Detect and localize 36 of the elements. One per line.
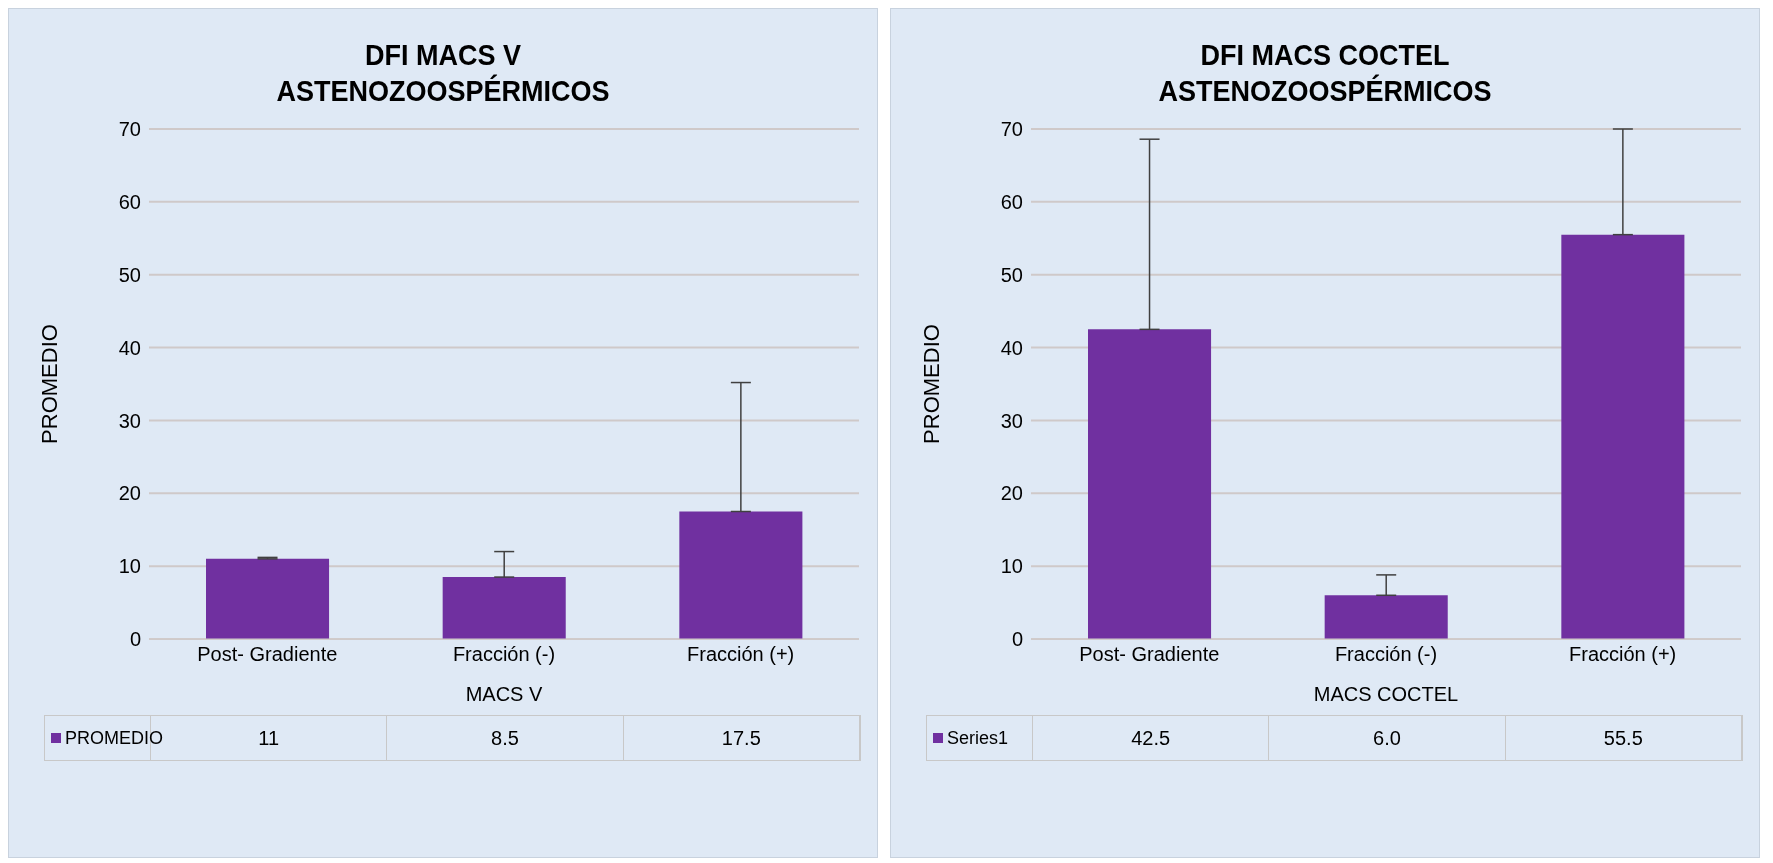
x-axis-title: MACS COCTEL: [1313, 683, 1459, 705]
y-tick-label: 10: [118, 555, 141, 578]
data-label: 42.5: [1033, 716, 1270, 760]
y-tick-label: 0: [129, 628, 141, 651]
legend-label: PROMEDIO: [65, 727, 164, 749]
x-tick-label: Fracción (-): [1334, 643, 1438, 666]
data-label: 11: [258, 727, 280, 749]
data-label: 8.5: [387, 716, 624, 760]
y-axis-title: PROMEDIO: [36, 324, 62, 444]
x-tick-label: Fracción (+): [687, 643, 795, 666]
x-tick-label: Fracción (-): [452, 643, 556, 666]
data-label: 17.5: [623, 716, 860, 760]
y-tick-label: 40: [118, 336, 141, 359]
chart-title: DFI MACS COCTEL ASTENOZOOSPÉRMICOS: [1157, 37, 1493, 109]
y-tick-label: 30: [118, 409, 141, 432]
y-tick-label: 10: [1000, 555, 1023, 578]
data-label: 6.0: [1269, 716, 1506, 760]
x-tick-label: Post- Gradiente: [1079, 643, 1220, 666]
x-tick-label: Fracción (+): [1569, 643, 1677, 666]
y-axis-title: PROMEDIO: [918, 324, 944, 444]
y-tick-label: 70: [118, 118, 141, 141]
y-tick-label: 60: [118, 190, 141, 213]
y-tick-label: 50: [118, 263, 141, 286]
legend-label: Series1: [947, 727, 1009, 749]
y-tick-label: 0: [1011, 628, 1023, 651]
y-tick-label: 20: [118, 482, 141, 505]
chart-title: DFI MACS V ASTENOZOOSPÉRMICOS: [275, 37, 611, 109]
y-tick-label: 20: [1000, 482, 1023, 505]
y-tick-label: 70: [1000, 118, 1023, 141]
x-tick-label: Post- Gradiente: [197, 643, 338, 666]
y-tick-label: 30: [1000, 409, 1023, 432]
y-tick-label: 40: [1000, 336, 1023, 359]
x-axis-title: MACS V: [465, 683, 543, 705]
y-tick-label: 60: [1000, 190, 1023, 213]
data-label: 55.5: [1505, 716, 1742, 760]
y-tick-label: 50: [1000, 263, 1023, 286]
